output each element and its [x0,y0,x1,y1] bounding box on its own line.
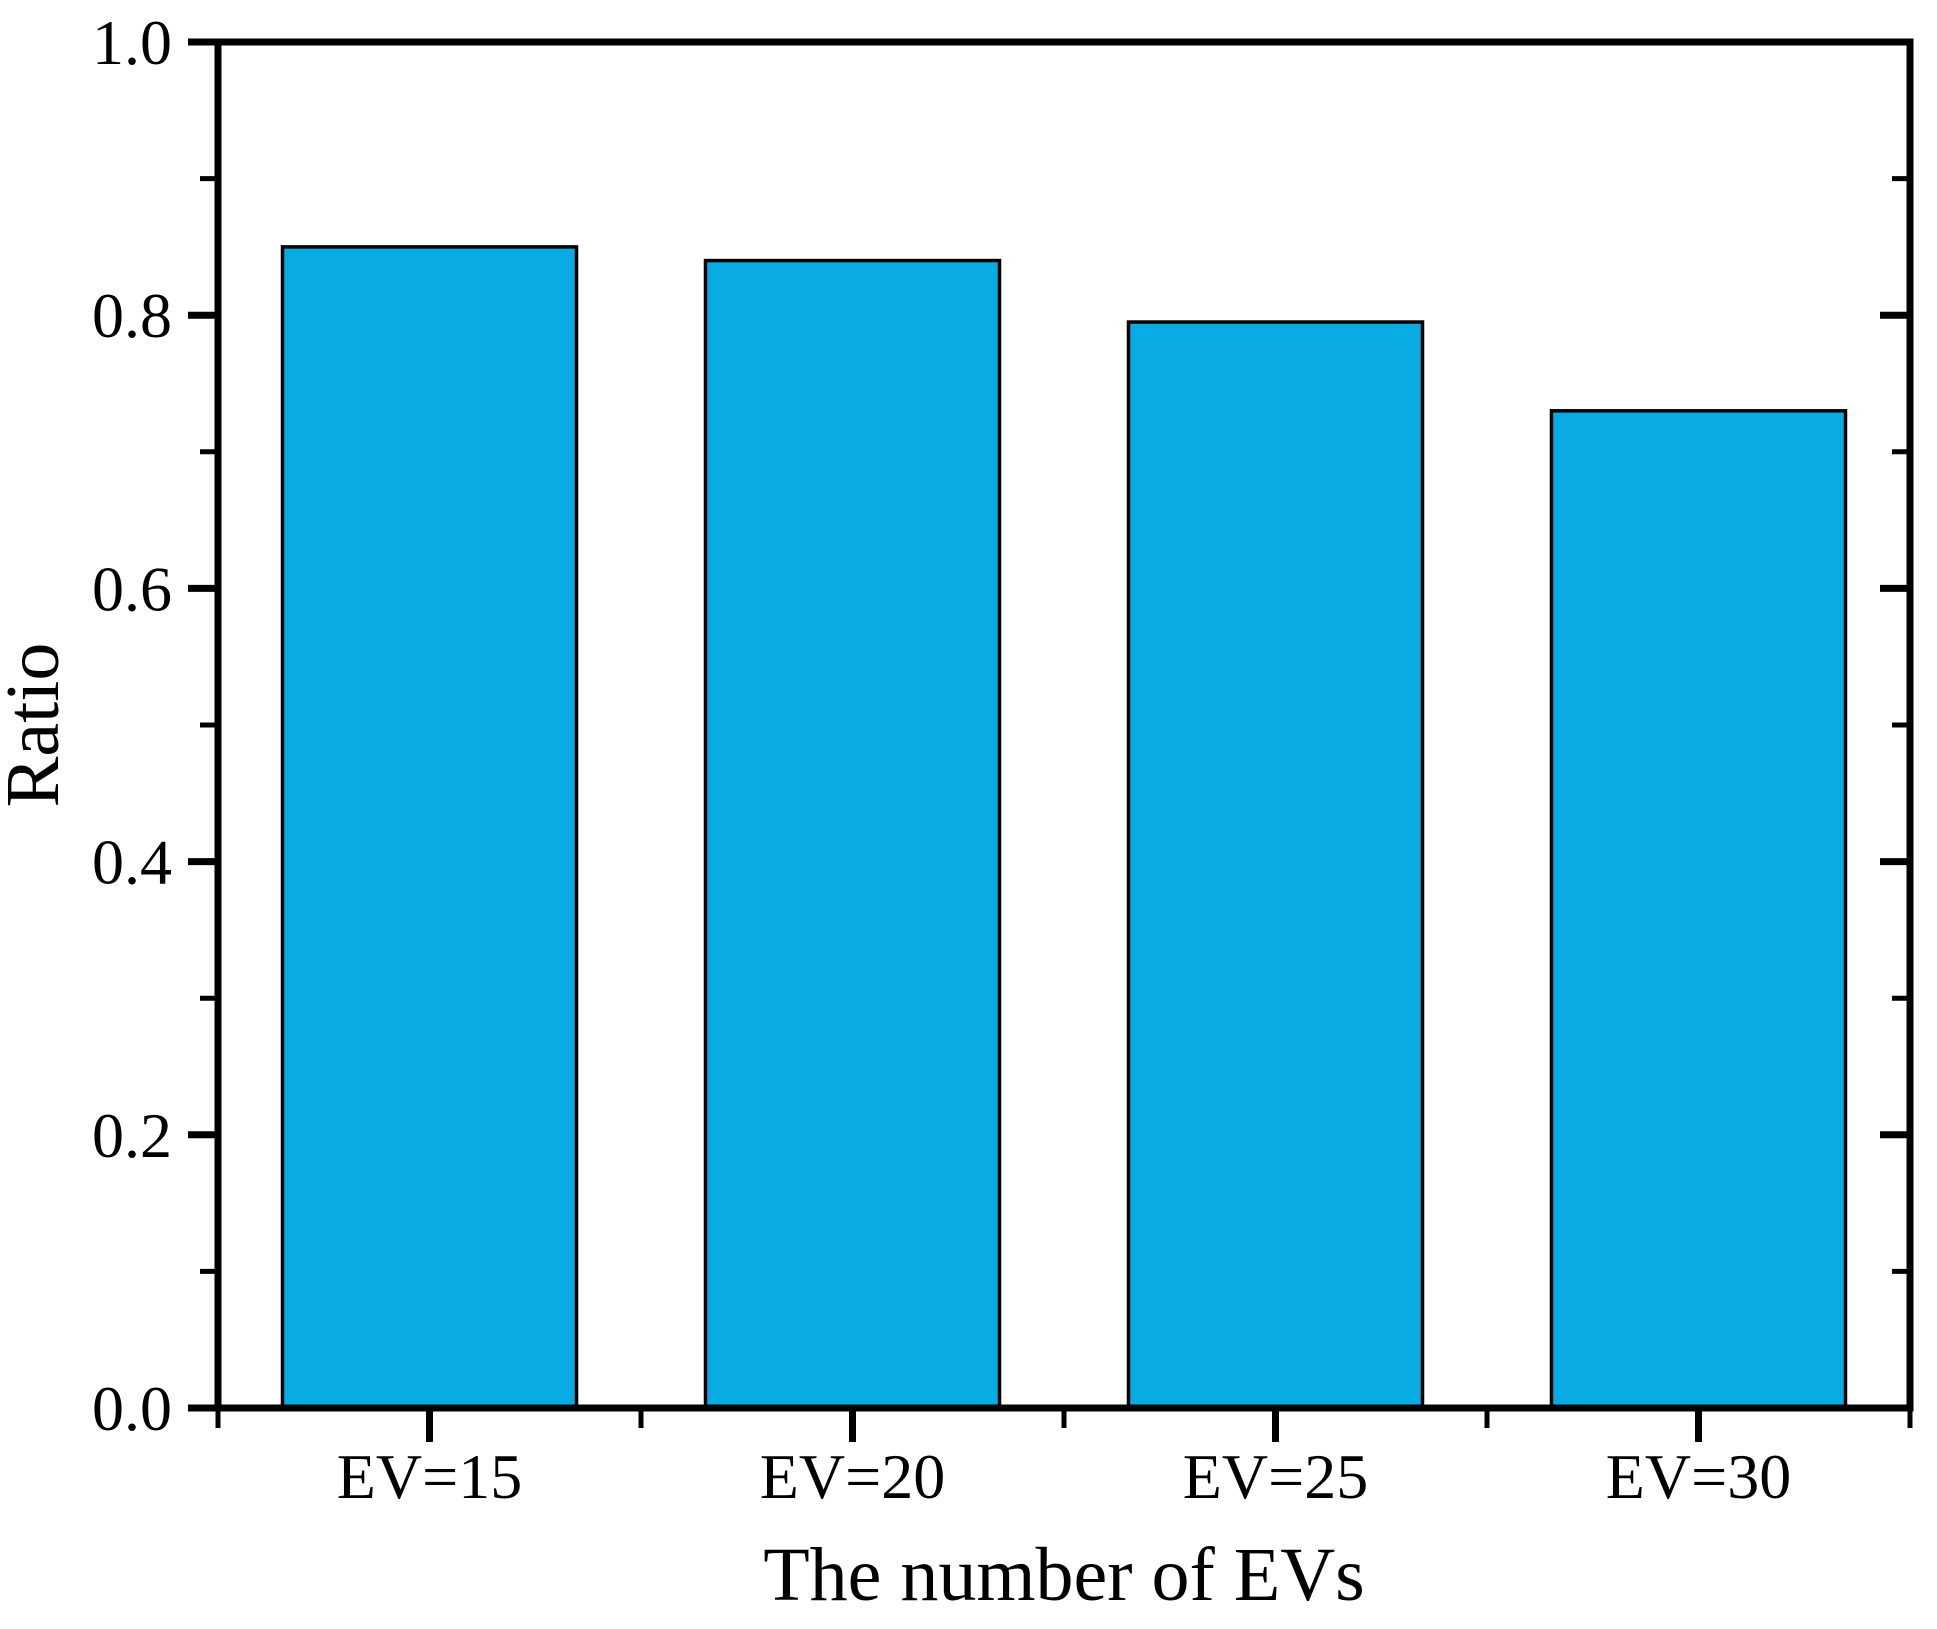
y-tick-label: 0.0 [92,1373,172,1444]
bar-EV=30 [1549,409,1848,1410]
bars-layer [280,245,1848,1410]
x-tick-label: EV=15 [337,1441,522,1512]
x-axis-title: The number of EVs [763,1533,1365,1617]
y-tick-label: 0.8 [92,280,172,351]
x-tick-label: EV=25 [1183,1441,1368,1512]
y-tick-label: 1.0 [92,7,172,78]
bar-EV=15 [280,245,579,1410]
y-axis-title: Ratio [0,643,75,808]
y-tick-label: 0.2 [92,1100,172,1171]
x-tick-label: EV=30 [1606,1441,1791,1512]
x-tick-label: EV=20 [760,1441,945,1512]
y-tick-label: 0.4 [92,827,172,898]
axes-layer: 0.0 0.2 0.4 0.6 0.8 1.0 EV=15 EV=20 EV=25 EV=30 [92,7,1914,1512]
bar-EV=20 [703,258,1002,1410]
y-tick-label: 0.6 [92,553,172,624]
bar-EV=25 [1126,320,1425,1410]
